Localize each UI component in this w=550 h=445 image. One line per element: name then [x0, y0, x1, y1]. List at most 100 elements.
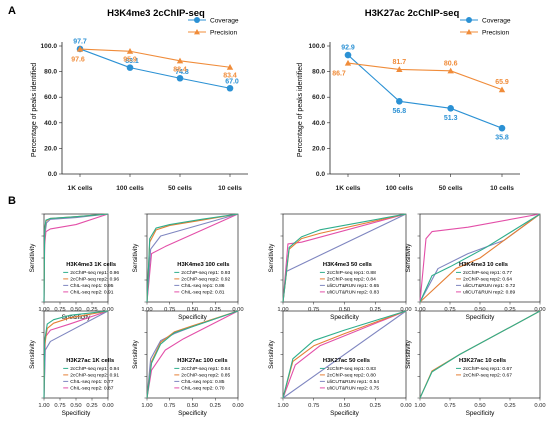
- data-label-coverage: 56.8: [393, 108, 407, 115]
- x-tick-label: 0.75: [308, 307, 319, 313]
- x-tick-label: 0.25: [86, 307, 97, 313]
- roc-title: H3K27ac 10 cells: [459, 358, 506, 364]
- data-point-precision: [226, 64, 234, 70]
- x-tick-label: 0.25: [370, 403, 381, 409]
- x-tick-label: 1K cells: [68, 185, 93, 192]
- y-tick-label: 60.0: [44, 94, 57, 101]
- legend-label: 2cChIP-seq rep1: 0.84: [181, 366, 230, 372]
- x-tick-label: 1.00: [38, 403, 49, 409]
- x-tick-label: 0.00: [400, 403, 411, 409]
- legend-label: Precision: [482, 30, 509, 37]
- data-point-coverage: [498, 124, 506, 132]
- y-tick-label: 40.0: [44, 120, 57, 127]
- legend-label: 2cChIP-seq rep2: 0.91: [70, 373, 119, 379]
- y-tick-label: 0.0: [48, 171, 57, 178]
- y-tick-label: 80.0: [44, 69, 57, 76]
- data-point-coverage: [126, 64, 134, 71]
- roc-chart-3: 1.00 0.75 0.50 0.25 0.00 Specificity Sensitivi…: [268, 213, 412, 321]
- data-point-precision: [396, 66, 403, 72]
- series-line-coverage: [79, 48, 231, 89]
- data-point-coverage: [344, 51, 352, 59]
- roc-chart-8: 1.00 0.75 0.50 0.25 0.00 Specificity Sensitivi…: [405, 310, 546, 417]
- legend-label: 2cChIP-seq rep2: 0.85: [181, 373, 230, 379]
- y-tick-label: 60.0: [312, 94, 325, 101]
- x-axis-label: Specificity: [330, 410, 360, 417]
- legend-label: ChIL-seq rep2: 0.70: [181, 386, 225, 392]
- x-axis-label: Specificity: [62, 410, 92, 417]
- x-tick-label: 0.00: [102, 403, 113, 409]
- data-label-coverage: 97.7: [73, 38, 87, 45]
- roc-curve: [43, 310, 109, 399]
- legend-label: 2cChIP-seq rep1: 0.67: [463, 366, 512, 372]
- y-axis-label: Sensitivity: [405, 339, 412, 369]
- plot-frame: [419, 310, 541, 399]
- roc-curve: [282, 310, 407, 399]
- legend-label: uliCUT&RUN rep1: 0.65: [327, 283, 379, 289]
- y-tick-label: 20.0: [312, 145, 325, 152]
- data-label-precision: 88.4: [173, 66, 187, 73]
- roc-curve: [146, 213, 239, 303]
- x-tick-label: 10 cells: [490, 185, 514, 192]
- x-tick-label: 0.00: [400, 307, 411, 313]
- legend-label: 2cChIP-seq rep1: 0.94: [70, 366, 119, 372]
- x-tick-label: 0.00: [232, 307, 243, 313]
- legend-label: uliCUT&RUN rep1: 0.72: [463, 283, 515, 289]
- y-axis-label: Sensitivity: [268, 339, 275, 369]
- roc-chart-4: 1.00 0.75 0.50 0.25 0.00 Specificity Sensitivi…: [405, 213, 546, 321]
- roc-title: H3K4me3 10 cells: [459, 262, 508, 268]
- y-axis-label: Sensitivity: [268, 243, 275, 273]
- x-tick-label: 0.00: [534, 307, 545, 313]
- x-tick-label: 1K cells: [336, 185, 361, 192]
- roc-chart-1: 1.00 0.75 0.50 0.25 0.00 Specificity Sensitivi…: [29, 213, 119, 321]
- x-tick-label: 1.00: [277, 307, 288, 313]
- roc-curve: [146, 213, 239, 303]
- x-axis-label: Specificity: [178, 410, 208, 417]
- roc-curve: [282, 310, 407, 399]
- data-label-coverage: 67.0: [225, 79, 239, 86]
- x-tick-label: 0.00: [534, 403, 545, 409]
- legend-label: Coverage: [210, 18, 239, 25]
- roc-chart-7: 1.00 0.75 0.50 0.25 0.00 Specificity Sensitivi…: [268, 310, 412, 417]
- x-tick-label: 0.75: [54, 307, 65, 313]
- legend-label: ChIL-seq rep1: 0.86: [181, 283, 225, 289]
- x-tick-label: 1.00: [414, 307, 425, 313]
- x-tick-label: 0.25: [210, 403, 221, 409]
- x-axis-label: Specificity: [466, 314, 496, 321]
- data-label-precision: 83.4: [223, 73, 237, 80]
- legend-marker: [194, 17, 200, 23]
- data-point-coverage: [447, 105, 454, 112]
- y-axis-label: Sensitivity: [29, 339, 36, 369]
- x-tick-label: 0.50: [339, 307, 350, 313]
- x-axis-label: Specificity: [62, 314, 92, 321]
- y-tick-label: 40.0: [312, 120, 325, 127]
- line-chart-2: H3K27ac 2cChIP-seq 0.0 20.0 40.0 60.0 80.0 100…: [297, 8, 520, 192]
- legend-label: ChIL-seq rep2: 0.81: [181, 290, 225, 296]
- data-point-precision: [447, 67, 454, 74]
- roc-curve: [282, 213, 407, 303]
- x-tick-label: 0.25: [210, 307, 221, 313]
- x-tick-label: 0.75: [444, 307, 455, 313]
- line-chart-1: H3K4me3 2cChIP-seq 0.0 20.0 40.0 60.0 80.0 100…: [31, 8, 248, 192]
- data-point-coverage: [226, 84, 234, 92]
- x-tick-label: 0.75: [54, 403, 65, 409]
- y-axis-label: Sensitivity: [132, 339, 139, 369]
- x-tick-label: 0.50: [474, 307, 485, 313]
- data-point-precision: [76, 45, 84, 52]
- legend-label: ChIL-seq rep2: 0.91: [70, 290, 114, 296]
- legend-label: 2cChIP-seq rep2: 0.67: [463, 373, 512, 379]
- x-tick-label: 0.25: [504, 403, 515, 409]
- panel-label-a: A: [8, 5, 16, 17]
- roc-chart-2: 1.00 0.75 0.50 0.25 0.00 Specificity Sensitivi…: [132, 213, 244, 321]
- x-tick-label: 1.00: [414, 403, 425, 409]
- legend-label: Precision: [210, 30, 237, 37]
- x-tick-label: 0.50: [339, 403, 350, 409]
- legend-label: uliCUT&RUN rep2: 0.89: [463, 290, 515, 296]
- y-axis-label: Percentage of peaks identified: [31, 63, 38, 157]
- data-label-coverage: 51.3: [444, 115, 458, 122]
- legend-marker: [194, 29, 200, 35]
- x-tick-label: 0.50: [70, 307, 81, 313]
- data-point-coverage: [396, 97, 403, 105]
- roc-curve: [146, 213, 239, 303]
- data-label-precision: 97.6: [71, 57, 85, 64]
- roc-curve: [419, 310, 541, 399]
